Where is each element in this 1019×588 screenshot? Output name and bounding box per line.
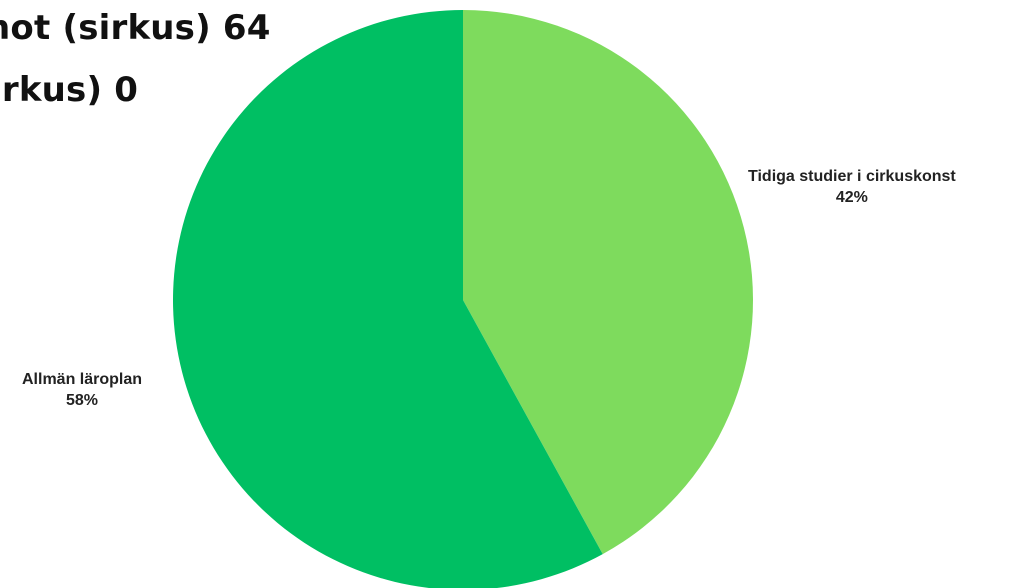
- slice-label-name: Allmän läroplan: [22, 371, 143, 388]
- slice-label-tidiga-studier: Tidiga studier i cirkuskonst 42%: [748, 166, 956, 208]
- pie-slice-1: [173, 10, 603, 588]
- slice-label-allman-laroplan: Allmän läroplan 58%: [22, 369, 142, 411]
- pie-slice-0: [463, 10, 754, 555]
- slice-label-percent: 42%: [835, 189, 868, 206]
- slice-label-name: Tidiga studier i cirkuskonst: [748, 168, 956, 185]
- chart-title-line-2: irkus) 0: [0, 70, 139, 110]
- chart-title-line-1: hot (sirkus) 64: [0, 8, 271, 48]
- slice-label-percent: 58%: [66, 392, 99, 409]
